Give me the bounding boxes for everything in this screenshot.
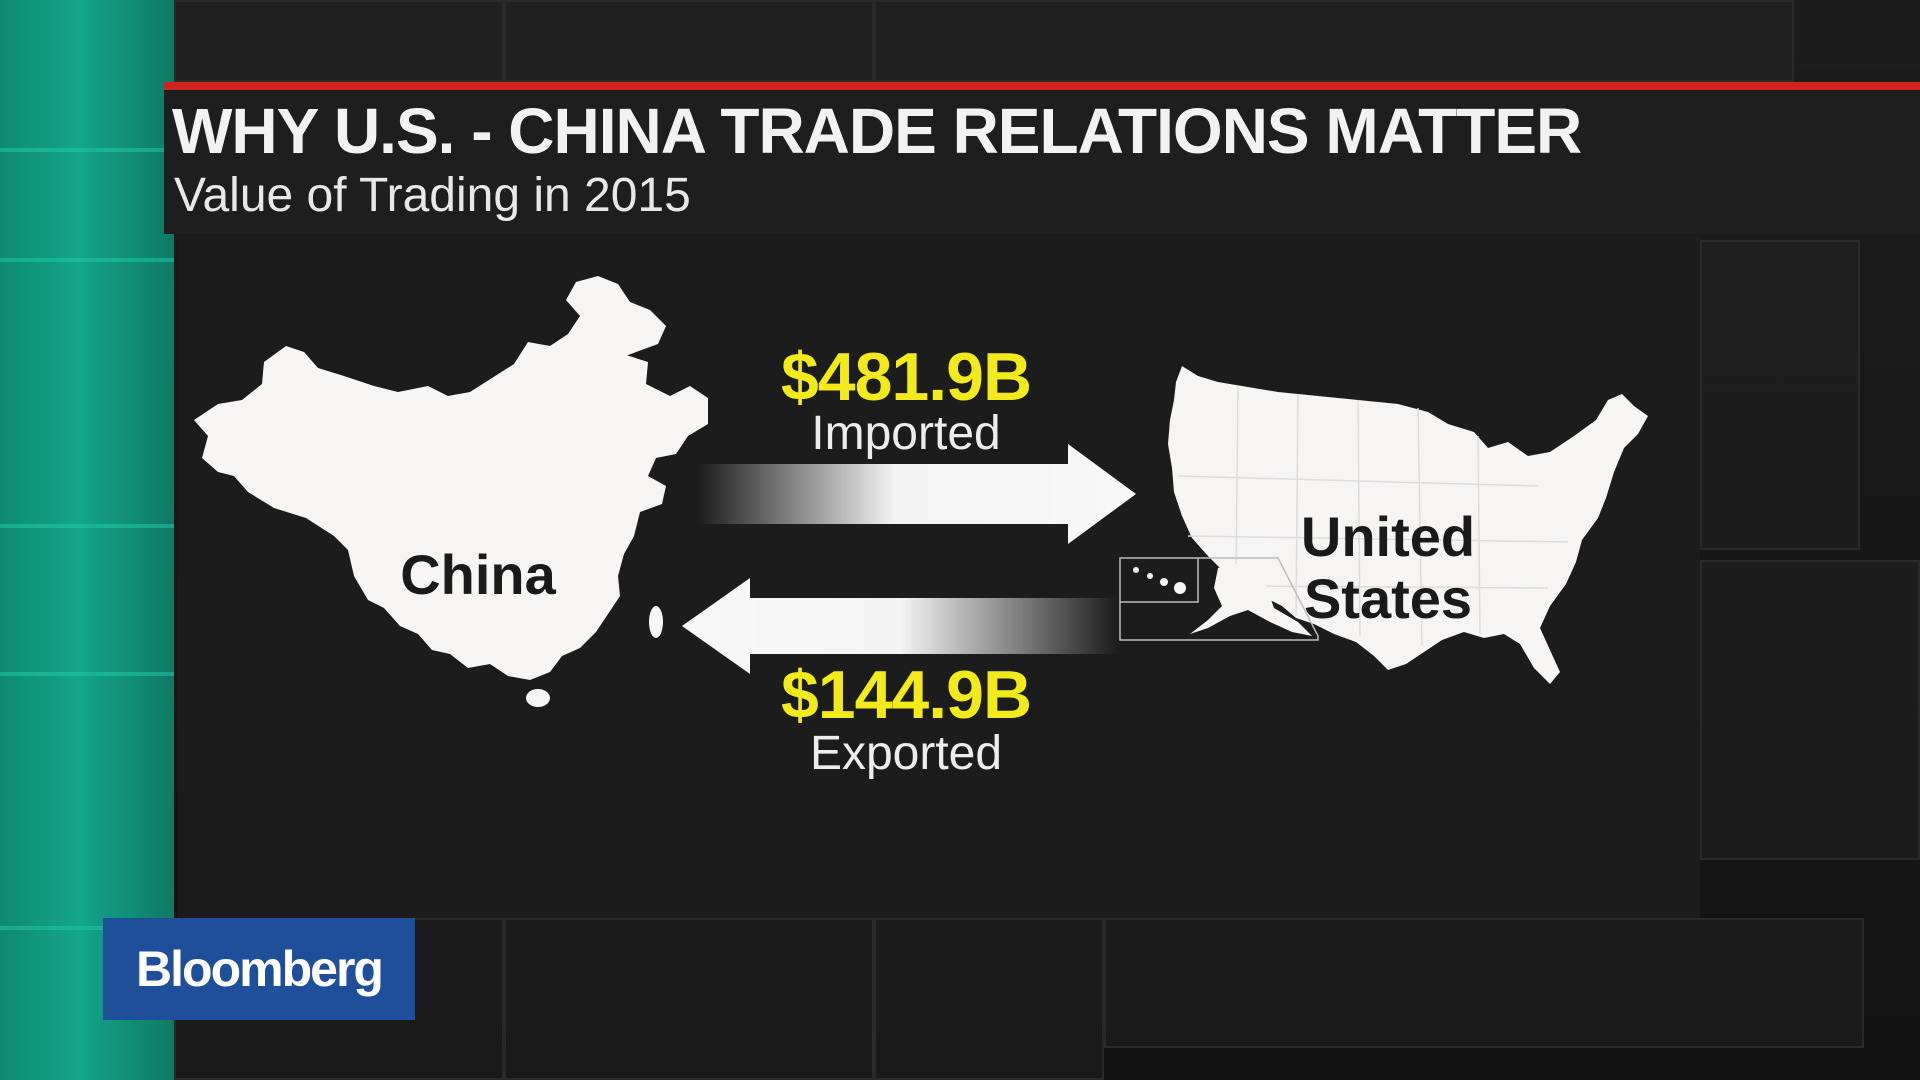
trade-diagram-panel: China United States $481.9B Imported $14… (178, 236, 1700, 918)
import-label: Imported (811, 407, 1001, 460)
background-tile (874, 918, 1104, 1080)
import-value: $481.9B (780, 339, 1032, 415)
china-map-shape (194, 276, 708, 680)
bloomberg-logo: Bloomberg (103, 918, 415, 1020)
background-tile (1700, 240, 1860, 550)
header-accent-line (164, 82, 1920, 90)
united-states-label-line2: States (1303, 567, 1473, 630)
united-states-label-line1: United (1300, 505, 1476, 568)
background-tile (504, 918, 874, 1080)
teal-stripe (0, 148, 174, 152)
background-tile (174, 0, 504, 82)
import-arrow (698, 444, 1136, 544)
export-label: Exported (809, 727, 1003, 780)
teal-stripe (0, 524, 174, 528)
background-tile (1700, 560, 1920, 860)
background-tile (504, 0, 874, 82)
alaska-hawaii-inset (1119, 557, 1319, 641)
teal-stripe (0, 926, 174, 930)
background-tile (874, 0, 1794, 82)
united-states-map-shape (1168, 366, 1648, 684)
united-states-label: United States (1258, 506, 1518, 630)
teal-stripe (0, 258, 174, 262)
background-tile (1104, 918, 1864, 1048)
teal-stripe (0, 672, 174, 676)
state-border-lines (1177, 385, 1569, 647)
china-label: China (400, 543, 556, 606)
hawaii-islands-shape (1133, 567, 1186, 594)
header-bar (164, 82, 1920, 234)
taiwan-island-shape (649, 606, 663, 638)
export-value: $144.9B (780, 657, 1032, 733)
export-arrow (682, 578, 1118, 674)
headline: WHY U.S. - CHINA TRADE RELATIONS MATTER (172, 95, 1582, 167)
bloomberg-logo-text: Bloomberg (136, 941, 384, 997)
subheadline: Value of Trading in 2015 (174, 169, 691, 222)
alaska-shape (1190, 562, 1312, 636)
trade-diagram-graphic (194, 276, 1648, 707)
teal-side-strip (0, 0, 174, 1080)
hainan-island-shape (526, 689, 550, 707)
